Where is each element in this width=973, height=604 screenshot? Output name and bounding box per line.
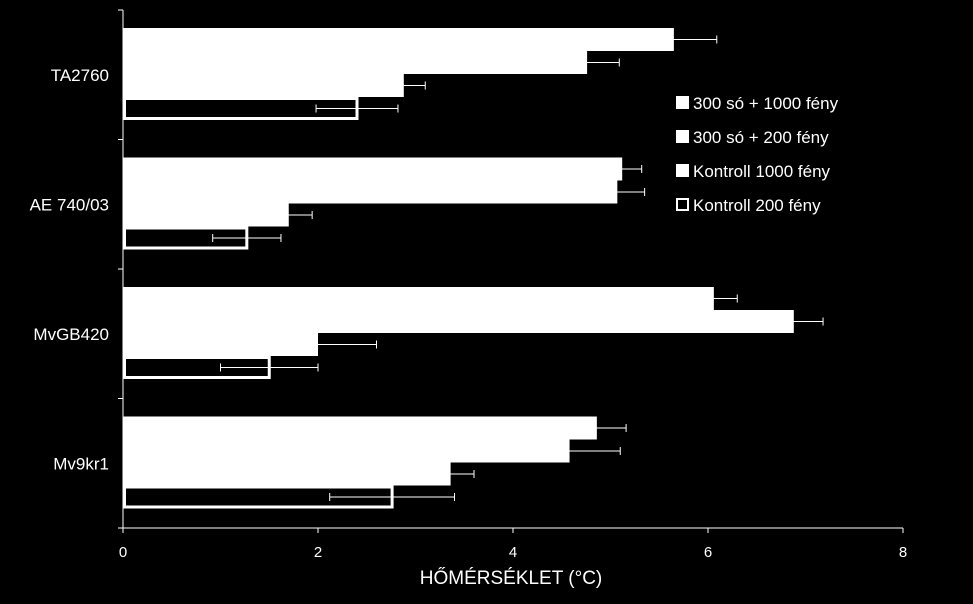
bar: [123, 51, 588, 74]
bar: [123, 74, 404, 97]
bar: [123, 462, 451, 486]
x-tick-label: 2: [314, 544, 322, 561]
bar: [123, 203, 289, 227]
legend-label: Kontroll 1000 fény: [693, 162, 831, 181]
legend-label: Kontroll 200 fény: [693, 196, 821, 215]
x-tick-label: 8: [899, 544, 907, 561]
bar: [123, 333, 318, 356]
legend-swatch: [676, 198, 689, 211]
legend-label: 300 só + 200 fény: [693, 128, 829, 147]
category-label: TA2760: [51, 66, 109, 85]
x-axis-title: HŐMÉRSÉKLET (°C): [420, 567, 603, 589]
x-tick-label: 4: [509, 544, 517, 561]
bar: [123, 157, 623, 181]
legend-swatch: [676, 164, 689, 177]
plot-area: [123, 28, 824, 509]
category-label: AE 740/03: [30, 195, 109, 214]
legend-swatch: [676, 130, 689, 143]
x-tick-label: 0: [119, 544, 127, 561]
legend-label: 300 só + 1000 fény: [693, 94, 839, 113]
legend: 300 só + 1000 fény 300 só + 200 fény Kontr…: [676, 94, 839, 215]
bar: [123, 287, 714, 310]
bar: [123, 416, 597, 440]
bar: [123, 180, 618, 204]
bar: [123, 439, 570, 463]
bar: [123, 28, 674, 51]
legend-swatch: [676, 96, 689, 109]
bar: [123, 310, 794, 333]
x-tick-label: 6: [704, 544, 712, 561]
category-label: Mv9kr1: [53, 454, 109, 473]
category-label: MvGB420: [33, 325, 109, 344]
axes: TA2760 AE 740/03 MvGB420 Mv9kr1 0 2 4 6 8: [30, 9, 907, 561]
